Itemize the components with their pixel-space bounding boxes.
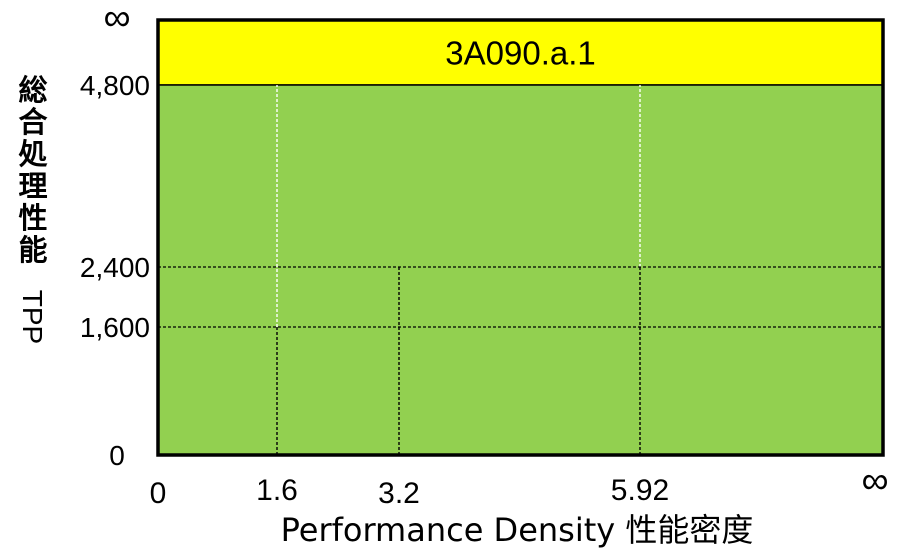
x-axis-label: Performance Density 性能密度: [281, 511, 754, 549]
x-tick-label: ∞: [861, 460, 888, 502]
region-label: 3A090.a.1: [445, 35, 595, 72]
labels-layer: 3A090.a.1 0 1.6 3.2 5.92 ∞ 0 1,600 2,400 4,800 ∞ Pe…: [17, 0, 889, 549]
y-axis-label-char: 合: [18, 105, 47, 139]
plot-frame: [156, 18, 885, 457]
y-tick-label: 1,600: [80, 312, 150, 343]
y-axis-label-char: 処: [18, 137, 47, 171]
dashed-lines-layer: [158, 85, 883, 455]
region-1: [157, 84, 884, 456]
frame-layer: [156, 18, 885, 457]
y-tick-label: 0: [109, 440, 125, 471]
x-tick-label: 3.2: [378, 477, 420, 510]
x-tick-label: 0: [150, 477, 167, 510]
y-tick-label: 2,400: [80, 252, 150, 283]
regions-layer: [157, 19, 884, 456]
x-tick-label: 5.92: [611, 474, 669, 507]
x-tick-label: 1.6: [256, 474, 298, 507]
y-axis-label-char: 性: [18, 201, 47, 235]
y-tick-label: ∞: [103, 0, 130, 39]
region-0: [157, 19, 884, 86]
y-axis-label-char: 能: [18, 233, 47, 267]
y-tick-label: 4,800: [80, 70, 150, 101]
y-axis-label-char: 理: [18, 169, 47, 203]
y-axis-label-char: 総: [18, 73, 47, 107]
y-axis-label-latin: TPP: [17, 290, 48, 344]
